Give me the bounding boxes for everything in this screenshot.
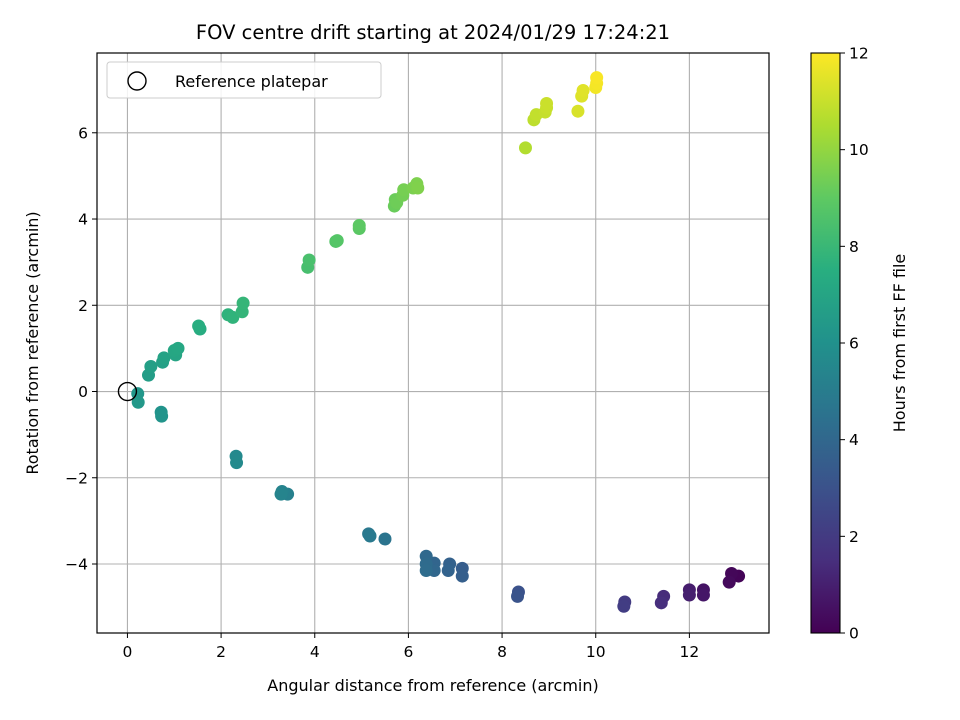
colorbar-tick-label: 0 <box>849 625 859 643</box>
data-point <box>419 563 433 577</box>
x-tick-label: 8 <box>497 643 507 661</box>
y-tick-label: 6 <box>78 124 88 142</box>
legend-marker <box>127 71 147 91</box>
colorbar-tick-label: 4 <box>849 431 859 449</box>
y-tick-label: 4 <box>78 211 88 229</box>
x-tick-label: 12 <box>680 643 700 661</box>
y-tick-label: −4 <box>65 556 88 574</box>
data-point <box>571 104 585 118</box>
legend-box <box>106 61 382 99</box>
data-point <box>540 96 554 110</box>
colorbar-tick-label: 8 <box>849 238 859 256</box>
y-axis-ticks: −4 −2 0 2 4 6 <box>65 124 97 574</box>
data-point <box>654 596 668 610</box>
gridlines <box>97 53 769 633</box>
data-point <box>441 563 455 577</box>
data-point <box>682 588 696 602</box>
data-point <box>455 569 469 583</box>
colorbar-label: Hours from first FF file <box>890 254 909 433</box>
data-point <box>157 351 171 365</box>
data-point <box>236 296 250 310</box>
colorbar-tick-label: 2 <box>849 528 859 546</box>
y-axis-label: Rotation from reference (arcmin) <box>23 211 42 474</box>
plot-frame <box>96 52 770 634</box>
data-point <box>576 84 590 98</box>
data-point <box>192 319 206 333</box>
data-point <box>131 395 145 409</box>
x-tick-label: 2 <box>216 643 226 661</box>
x-tick-label: 0 <box>123 643 133 661</box>
x-tick-label: 6 <box>403 643 413 661</box>
data-point <box>226 310 240 324</box>
colorbar-tick-label: 12 <box>849 45 869 63</box>
data-point <box>617 599 631 613</box>
colorbar: 0 2 4 6 8 10 12 Hours from first FF file <box>810 45 909 643</box>
x-axis-ticks: 0 2 4 6 8 10 12 <box>123 633 700 661</box>
data-points <box>131 71 746 613</box>
data-point <box>696 588 710 602</box>
chart-title: FOV centre drift starting at 2024/01/29 … <box>196 21 670 44</box>
data-point <box>722 575 736 589</box>
data-point <box>230 456 244 470</box>
data-point <box>518 141 532 155</box>
x-tick-label: 4 <box>310 643 320 661</box>
data-point <box>378 532 392 546</box>
data-point <box>330 234 344 248</box>
y-tick-label: −2 <box>65 469 88 487</box>
data-point <box>511 589 525 603</box>
y-tick-label: 2 <box>78 297 88 315</box>
data-point <box>144 360 158 374</box>
y-tick-label: 0 <box>78 383 88 401</box>
colorbar-tick-label: 10 <box>849 141 869 159</box>
data-point <box>171 341 185 355</box>
x-axis-label: Angular distance from reference (arcmin) <box>267 676 598 695</box>
data-point <box>302 253 316 267</box>
data-point <box>590 71 604 85</box>
data-point <box>352 218 366 232</box>
x-tick-label: 10 <box>586 643 606 661</box>
colorbar-tick-label: 6 <box>849 335 859 353</box>
data-point <box>411 181 425 195</box>
legend-entry: Reference platepar <box>175 72 328 91</box>
legend: Reference platepar <box>106 61 382 99</box>
colorbar-gradient <box>811 53 840 633</box>
data-point <box>363 529 377 543</box>
data-point <box>155 409 169 423</box>
colorbar-ticks: 0 2 4 6 8 10 12 <box>840 45 869 643</box>
data-point <box>274 487 288 501</box>
reference-platepar-marker <box>117 381 138 402</box>
